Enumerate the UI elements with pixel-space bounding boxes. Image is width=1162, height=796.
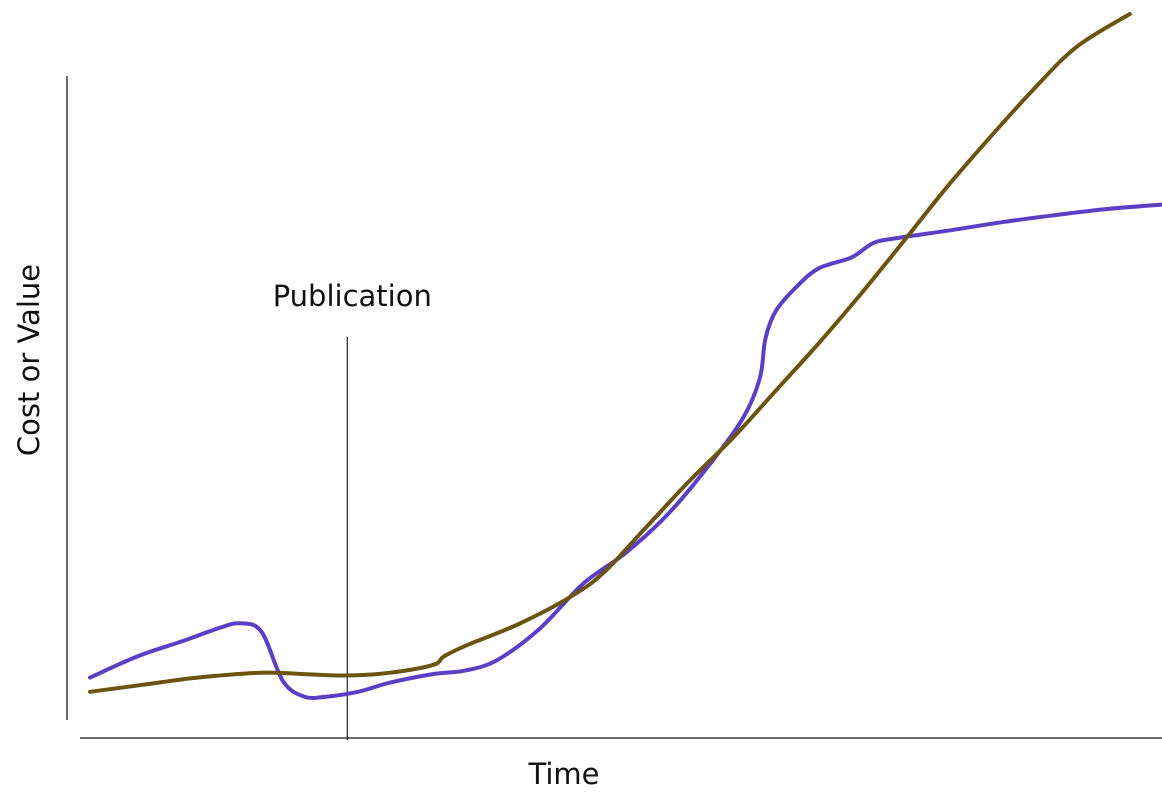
- series-line-2: [88, 12, 1132, 694]
- annotation-layer: Publication: [273, 279, 432, 740]
- series-line-1: [88, 202, 1162, 701]
- y-axis-label: Cost or Value: [12, 264, 46, 456]
- publication-label: Publication: [273, 279, 432, 313]
- x-axis-label: Time: [528, 757, 600, 791]
- series-layer: [88, 12, 1162, 701]
